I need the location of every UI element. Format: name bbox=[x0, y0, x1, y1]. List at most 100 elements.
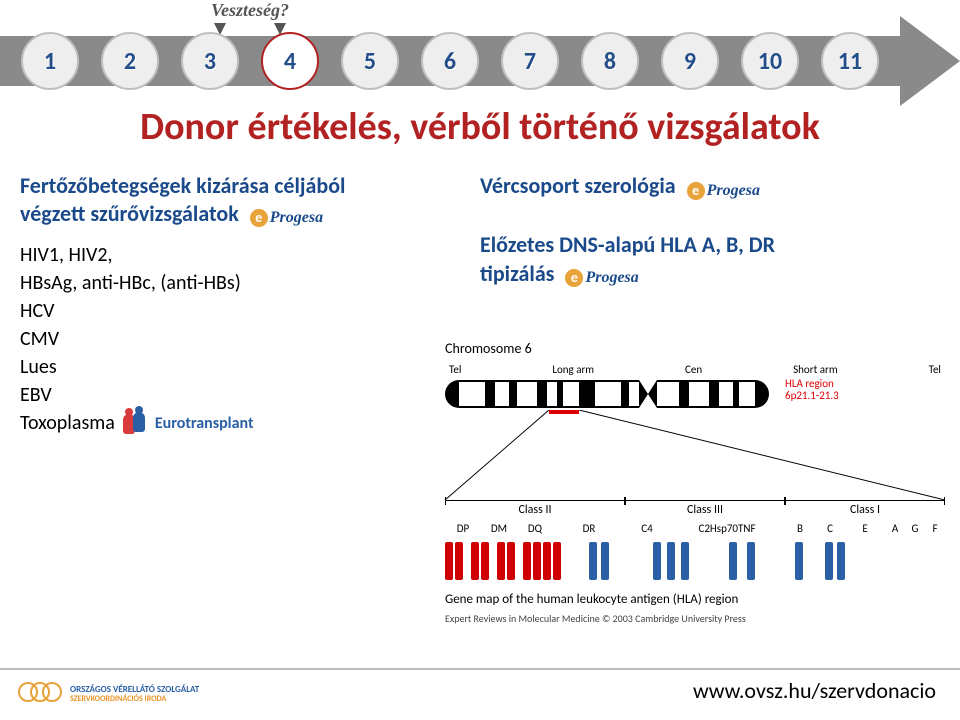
right-column: Vércsoport szerológia eProgesa Előzetes … bbox=[480, 172, 940, 290]
gene-bar bbox=[445, 542, 453, 580]
ideogram-band bbox=[547, 380, 557, 408]
mhc-class-box: Class II bbox=[445, 500, 625, 517]
ideogram-band bbox=[709, 380, 719, 408]
blood-group-heading: Vércsoport szerológia eProgesa bbox=[480, 172, 940, 201]
step-circle-6: 6 bbox=[421, 32, 479, 90]
hla-line-b: tipizálás bbox=[480, 260, 554, 287]
heading-line1: Fertőzőbetegségek kizárása céljából bbox=[20, 172, 345, 199]
test-item: HBsAg, anti-HBc, (anti-HBs) bbox=[20, 269, 450, 297]
gene-bar bbox=[747, 542, 755, 580]
chrom-arm-label: Cen bbox=[685, 363, 702, 376]
gene-label: DP bbox=[445, 522, 481, 535]
ideogram-band bbox=[679, 380, 689, 408]
step-circle-9: 9 bbox=[661, 32, 719, 90]
progress-arrow-band: 1234567891011 bbox=[0, 36, 960, 86]
gene-bar bbox=[653, 542, 661, 580]
footer-logo: ORSZÁGOS VÉRELLÁTÓ SZOLGÁLAT SZERVKOORDI… bbox=[18, 682, 199, 706]
org-name: ORSZÁGOS VÉRELLÁTÓ SZOLGÁLAT SZERVKOORDI… bbox=[70, 685, 199, 704]
ideogram-band bbox=[689, 380, 709, 408]
eprogesa-logo: eProgesa bbox=[250, 201, 323, 229]
loss-question: Veszteség? bbox=[190, 0, 310, 35]
eprogesa-text: Progesa bbox=[270, 209, 323, 226]
gene-bar bbox=[471, 542, 479, 580]
arrow-head-icon bbox=[900, 16, 960, 106]
gene-bar bbox=[837, 542, 845, 580]
eurotransplant-logo: Eurotransplant bbox=[123, 412, 254, 436]
hla-region-locus: 6p21.1-21.3 bbox=[785, 389, 839, 402]
step-circles: 1234567891011 bbox=[0, 31, 900, 91]
gene-label: DR bbox=[553, 522, 625, 535]
ideogram-band bbox=[517, 380, 537, 408]
gene-labels: DPDMDQDRC4C2Hsp70TNFBCEAGF bbox=[445, 522, 945, 535]
gene-bar bbox=[543, 542, 551, 580]
test-item: ToxoplasmaEurotransplant bbox=[20, 409, 450, 437]
ideogram-band bbox=[495, 380, 509, 408]
step-circle-11: 11 bbox=[821, 32, 879, 90]
gene-bar bbox=[589, 542, 597, 580]
step-circle-5: 5 bbox=[341, 32, 399, 90]
gene-label: DM bbox=[481, 522, 517, 535]
eprogesa-logo: eProgesa bbox=[687, 174, 760, 201]
gene-bar bbox=[533, 542, 541, 580]
test-item: CMV bbox=[20, 325, 450, 353]
test-item: HCV bbox=[20, 297, 450, 325]
left-column: Fertőzőbetegségek kizárása céljából végz… bbox=[20, 172, 450, 437]
gene-bar bbox=[667, 542, 675, 580]
gene-label: C2Hsp70TNF bbox=[669, 522, 785, 535]
ideogram-band bbox=[621, 380, 629, 408]
chrom-arm-label: Tel bbox=[449, 363, 461, 376]
step-circle-2: 2 bbox=[101, 32, 159, 90]
eprogesa-logo: eProgesa bbox=[565, 261, 638, 290]
gene-label: A bbox=[885, 522, 905, 535]
diagram-copyright: Expert Reviews in Molecular Medicine © 2… bbox=[445, 612, 746, 625]
diagram-caption: Gene map of the human leukocyte antigen … bbox=[445, 592, 738, 607]
test-item: HIV1, HIV2, bbox=[20, 241, 450, 269]
mhc-class-box: Class III bbox=[625, 500, 785, 517]
ideogram-band bbox=[537, 380, 547, 408]
gene-bar bbox=[455, 542, 463, 580]
gene-bar bbox=[825, 542, 833, 580]
eprogesa-text: Progesa bbox=[707, 182, 760, 199]
test-list: HIV1, HIV2,HBsAg, anti-HBc, (anti-HBs)HC… bbox=[20, 241, 450, 437]
gene-bar bbox=[795, 542, 803, 580]
ideogram-band bbox=[755, 380, 769, 408]
test-item: EBV bbox=[20, 381, 450, 409]
slide-title: Donor értékelés, vérből történő vizsgála… bbox=[0, 104, 960, 150]
chromosome-arm-labels: Tel Long arm Cen Short arm Tel bbox=[445, 363, 945, 376]
hla-gene-map-diagram: Chromosome 6 TelLong armCenShort armTel … bbox=[445, 340, 945, 408]
gene-label: B bbox=[785, 522, 815, 535]
gene-label: C bbox=[815, 522, 845, 535]
ideogram-band bbox=[639, 380, 657, 408]
mhc-class-labels: Class IIClass IIIClass I bbox=[445, 500, 945, 517]
gene-label: C4 bbox=[625, 522, 669, 535]
chrom-arm-label: Tel bbox=[929, 363, 941, 376]
step-circle-4: 4 bbox=[261, 32, 319, 90]
ideogram-band bbox=[445, 380, 459, 408]
step-circle-1: 1 bbox=[21, 32, 79, 90]
gene-label: G bbox=[905, 522, 925, 535]
mhc-class-box: Class I bbox=[785, 500, 945, 517]
gene-bar bbox=[481, 542, 489, 580]
hla-region-name: HLA region bbox=[785, 377, 834, 390]
hla-typing-heading: Előzetes DNS-alapú HLA A, B, DR tipizálá… bbox=[480, 231, 940, 290]
chrom-arm-label: Long arm bbox=[552, 363, 594, 376]
ideogram-band bbox=[579, 380, 595, 408]
ideogram-band bbox=[563, 380, 579, 408]
gene-bar bbox=[507, 542, 515, 580]
ideogram-band bbox=[629, 380, 639, 408]
step-circle-8: 8 bbox=[581, 32, 639, 90]
footer-url: www.ovsz.hu/szervdonacio bbox=[693, 677, 936, 704]
test-item: Lues bbox=[20, 353, 450, 381]
zoom-lines bbox=[445, 410, 945, 500]
step-circle-3: 3 bbox=[181, 32, 239, 90]
chrom-arm-label: Short arm bbox=[793, 363, 838, 376]
gene-bars bbox=[445, 540, 945, 580]
eprogesa-text: Progesa bbox=[585, 269, 638, 286]
gene-bar bbox=[729, 542, 737, 580]
gene-bar bbox=[553, 542, 561, 580]
gene-bar bbox=[681, 542, 689, 580]
hla-line-a: Előzetes DNS-alapú HLA A, B, DR bbox=[480, 231, 775, 258]
ideogram-band bbox=[719, 380, 733, 408]
people-icon bbox=[123, 412, 151, 436]
gene-bar bbox=[601, 542, 609, 580]
